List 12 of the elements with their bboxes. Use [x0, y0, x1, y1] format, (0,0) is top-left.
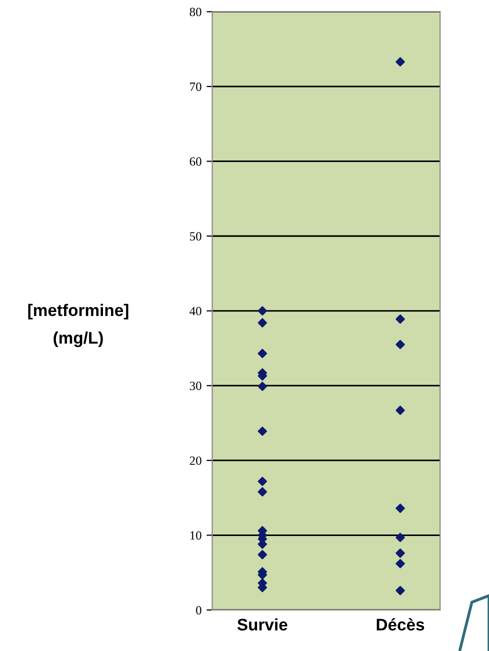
x-tick-label: Survie	[237, 618, 288, 631]
y-tick-label: 0	[196, 606, 202, 614]
y-tick-label: 40	[190, 306, 202, 316]
y-tick-label: 60	[190, 157, 202, 166]
y-tick-label: 80	[190, 8, 202, 16]
y-tick-label: 20	[190, 456, 202, 465]
y-tick-label: 10	[190, 531, 202, 540]
y-axis-title: [metformine] (mg/L)	[28, 304, 128, 348]
y-tick-label: 50	[190, 232, 202, 241]
y-tick-label: 70	[190, 82, 202, 91]
y-tick-label: 30	[190, 382, 202, 390]
x-tick-label: Décès	[376, 618, 424, 631]
